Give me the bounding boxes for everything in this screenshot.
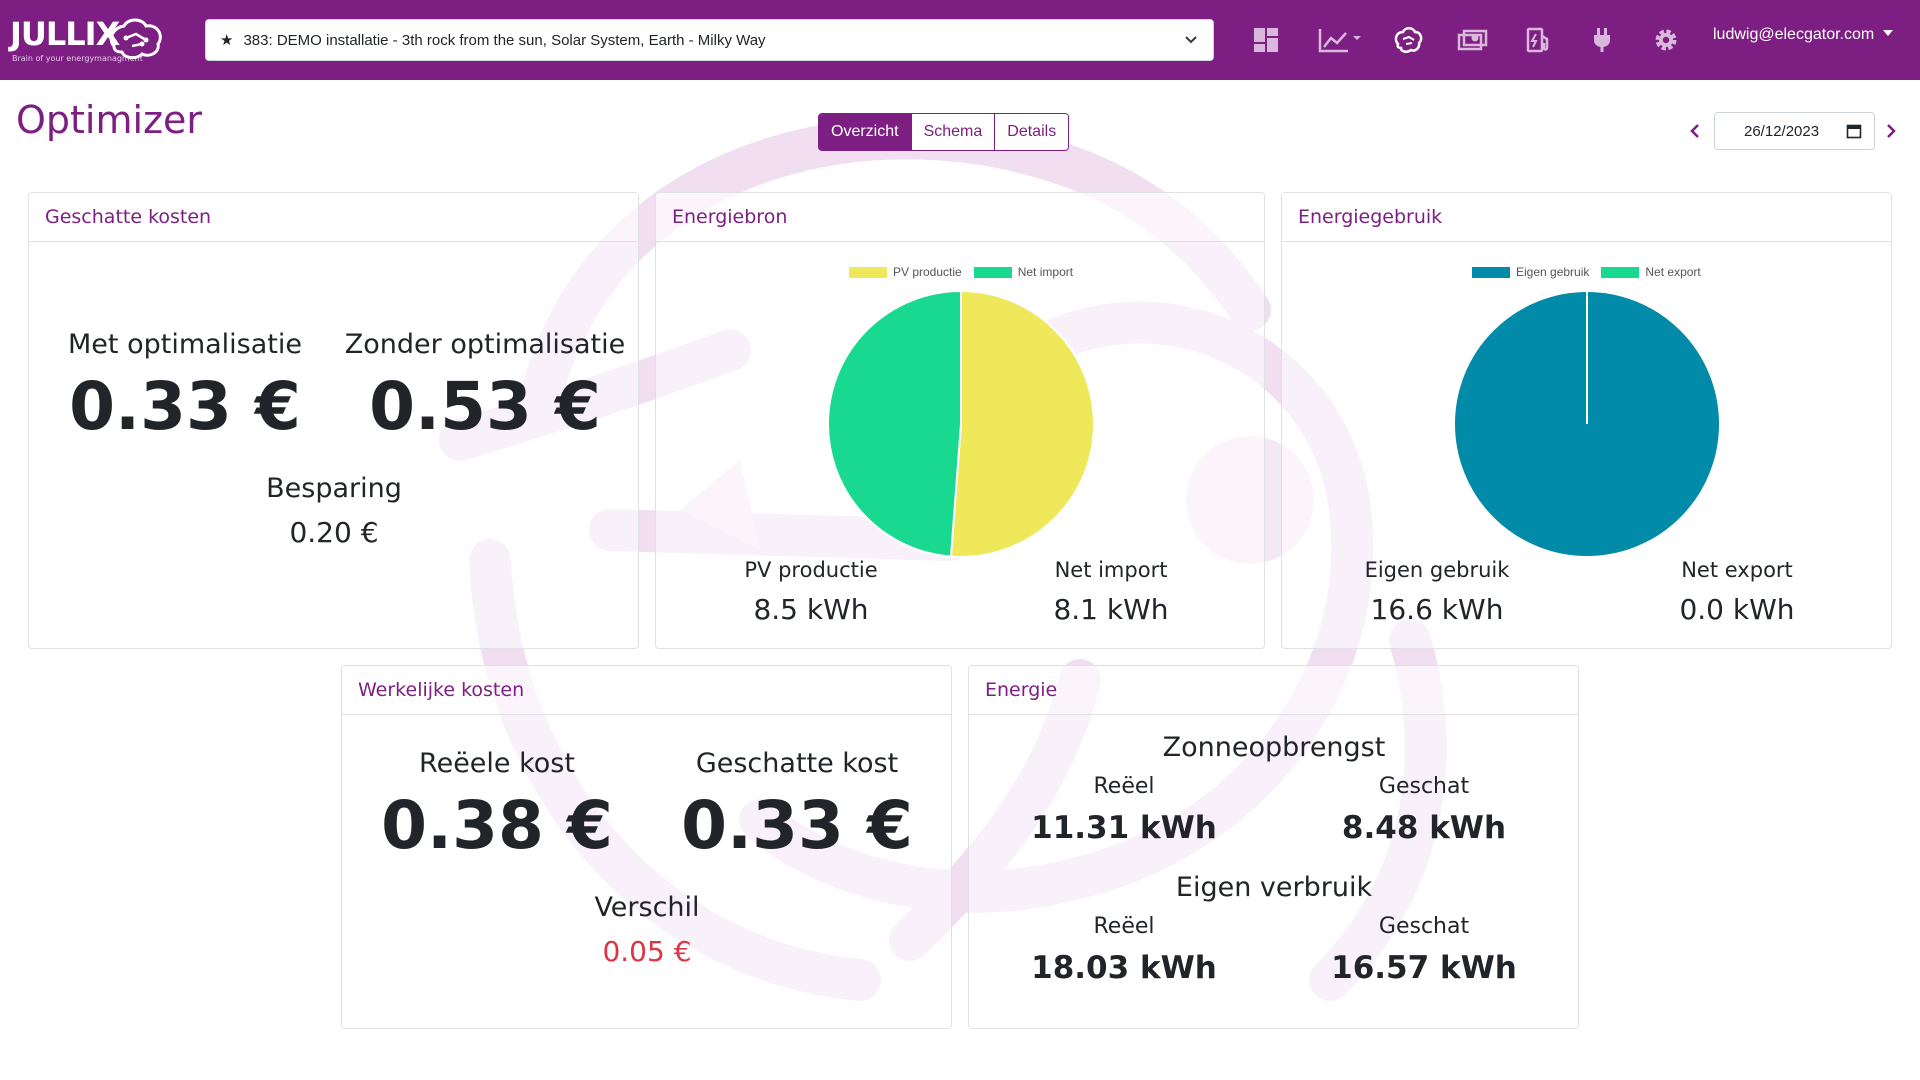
saving-label: Besparing — [266, 473, 402, 504]
date-input[interactable]: 26/12/2023 — [1714, 112, 1875, 150]
own-estimated-value: 16.57 kWh — [1331, 950, 1517, 986]
legend-swatch — [1472, 266, 1510, 278]
real-cost-value: 0.38 € — [381, 787, 613, 864]
own-consumption-title: Eigen verbruik — [1175, 872, 1373, 903]
card-header: Energie — [969, 666, 1578, 715]
previous-day-icon[interactable] — [1688, 120, 1702, 142]
legend-item[interactable]: Eigen gebruik — [1472, 265, 1589, 279]
page-title: Optimizer — [16, 98, 203, 142]
legend-swatch — [849, 266, 887, 278]
solar-real-label: Reëel — [1093, 774, 1155, 799]
logo-tagline: Brain of your energymanagment — [12, 54, 143, 63]
fuel-icon[interactable] — [1522, 24, 1554, 56]
net-export-value: 0.0 kWh — [1679, 593, 1795, 626]
legend-label: Eigen gebruik — [1516, 265, 1590, 279]
view-tabs: Overzicht Schema Details — [818, 113, 1070, 151]
legend-item[interactable]: Net import — [973, 265, 1074, 279]
card-header: Energiebron — [656, 193, 1264, 242]
legend-swatch — [1601, 266, 1640, 278]
estimated-cost-value: 0.33 € — [681, 787, 913, 864]
card-header: Werkelijke kosten — [342, 666, 951, 715]
brain-logo-icon — [109, 18, 162, 60]
with-optimization-value: 0.33 € — [69, 368, 301, 445]
plug-icon[interactable] — [1586, 24, 1618, 56]
energy-source-card: Energiebron PV productie Net import PV p… — [655, 192, 1265, 649]
own-usage-value: 16.6 kWh — [1370, 593, 1504, 626]
without-optimization-label: Zonder optimalisatie — [344, 329, 626, 360]
net-import-label: Net import — [1054, 558, 1168, 582]
difference-label: Verschil — [594, 892, 700, 923]
solar-yield-title: Zonneopbrengst — [1162, 732, 1386, 763]
logo-text: JULLIX — [10, 15, 120, 53]
pv-production-value: 8.5 kWh — [753, 593, 869, 626]
chart-legend: Eigen gebruik Net export — [1472, 265, 1713, 279]
chevron-down-icon — [1185, 36, 1197, 44]
tab-schema[interactable]: Schema — [910, 114, 995, 150]
without-optimization-value: 0.53 € — [369, 368, 601, 445]
solar-estimated-label: Geschat — [1378, 774, 1470, 799]
energy-usage-card: Energiegebruik Eigen gebruik Net export … — [1281, 192, 1892, 649]
date-value: 26/12/2023 — [1744, 122, 1820, 140]
gear-icon[interactable] — [1650, 24, 1682, 56]
installation-select[interactable]: ★ 383: DEMO installatie - 3th rock from … — [205, 19, 1214, 61]
user-menu[interactable]: ludwig@elecgator.com — [1713, 26, 1875, 43]
top-navbar: JULLIX Brain of your energymanagment ★ 3… — [0, 0, 1920, 80]
legend-swatch — [973, 266, 1012, 278]
calendar-icon[interactable] — [1846, 123, 1862, 139]
legend-item[interactable]: PV productie — [849, 265, 962, 279]
with-optimization-label: Met optimalisatie — [68, 329, 302, 360]
legend-label: PV productie — [893, 265, 962, 279]
saving-value: 0.20 € — [289, 516, 379, 549]
card-header: Energiegebruik — [1282, 193, 1891, 242]
real-cost-label: Reëele kost — [419, 748, 575, 779]
chart-legend: PV productie Net import — [849, 265, 1085, 279]
pv-production-label: PV productie — [744, 558, 878, 582]
own-real-value: 18.03 kWh — [1031, 950, 1217, 986]
legend-item[interactable]: Net export — [1601, 265, 1701, 279]
installation-select-value: 383: DEMO installatie - 3th rock from th… — [243, 31, 766, 49]
pie-slice-pv-productie[interactable] — [949, 289, 1096, 558]
tab-details[interactable]: Details — [994, 114, 1069, 150]
next-day-icon[interactable] — [1884, 120, 1898, 142]
dashboard-icon[interactable] — [1250, 24, 1282, 56]
caret-down-icon[interactable] — [1882, 28, 1894, 38]
solar-real-value: 11.31 kWh — [1031, 810, 1217, 846]
estimated-cost-label: Geschatte kost — [695, 748, 899, 779]
pie-slice-net-import[interactable] — [827, 289, 962, 558]
legend-label: Net export — [1645, 265, 1701, 279]
estimated-costs-card: Geschatte kosten Met optimalisatie 0.33 … — [28, 192, 639, 649]
solar-estimated-value: 8.48 kWh — [1341, 810, 1507, 846]
energy-source-pie-chart — [827, 289, 1096, 558]
net-import-value: 8.1 kWh — [1053, 593, 1169, 626]
jullix-logo[interactable]: JULLIX Brain of your energymanagment — [10, 14, 170, 66]
legend-label: Net import — [1017, 265, 1074, 279]
difference-value: 0.05 € — [602, 935, 692, 968]
actual-costs-card: Werkelijke kosten Reëele kost 0.38 € Ges… — [341, 665, 952, 1029]
star-icon: ★ — [220, 31, 234, 49]
own-estimated-label: Geschat — [1378, 914, 1470, 939]
own-real-label: Reëel — [1093, 914, 1155, 939]
money-icon[interactable] — [1457, 24, 1489, 56]
card-header: Geschatte kosten — [29, 193, 638, 242]
energy-card: Energie Zonneopbrengst Reëel 11.31 kWh G… — [968, 665, 1579, 1029]
chart-icon[interactable] — [1314, 24, 1366, 56]
own-usage-label: Eigen gebruik — [1364, 558, 1510, 582]
energy-usage-pie-chart — [1453, 290, 1721, 558]
tab-overzicht[interactable]: Overzicht — [819, 114, 911, 150]
net-export-label: Net export — [1681, 558, 1793, 582]
brain-icon[interactable] — [1392, 24, 1424, 56]
